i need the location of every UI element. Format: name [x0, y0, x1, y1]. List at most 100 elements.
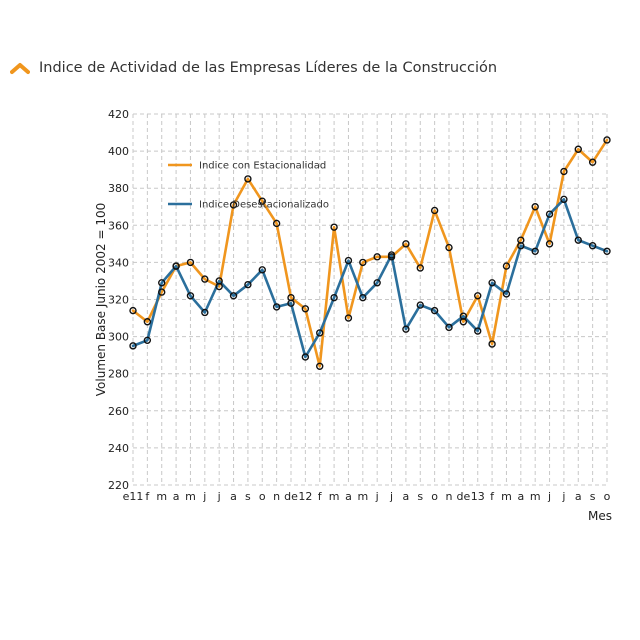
- data-point: [201, 308, 209, 317]
- x-tick-label: j: [217, 490, 221, 503]
- x-axis-label: Mes: [588, 509, 612, 523]
- data-point: [258, 197, 266, 205]
- data-point: [402, 325, 410, 333]
- x-tick-label: a: [517, 490, 524, 503]
- chart-header: Indice de Actividad de las Empresas Líde…: [10, 60, 497, 76]
- data-point: [359, 258, 367, 267]
- data-point: [316, 329, 324, 337]
- data-point: [416, 301, 424, 309]
- chart-title: Indice de Actividad de las Empresas Líde…: [39, 60, 498, 76]
- data-point: [588, 242, 597, 250]
- data-point: [344, 256, 353, 265]
- data-point: [272, 219, 281, 228]
- series-line-2: [131, 198, 609, 359]
- x-tick-label: a: [345, 490, 352, 503]
- y-tick-label: 360: [108, 219, 129, 232]
- data-point: [387, 251, 396, 259]
- data-point: [215, 277, 223, 285]
- data-point: [229, 292, 238, 300]
- data-point: [373, 279, 381, 287]
- x-tick-label: de: [456, 490, 470, 503]
- data-point: [287, 299, 295, 307]
- data-point: [143, 318, 152, 326]
- x-tick-label: f: [145, 490, 150, 503]
- legend-label: Indice con Estacionalidad: [199, 161, 326, 172]
- data-point: [588, 158, 597, 166]
- chevron-up-icon[interactable]: [10, 61, 30, 75]
- data-point: [301, 353, 310, 361]
- data-point: [574, 236, 582, 244]
- x-tick-label: 12: [298, 490, 312, 503]
- x-tick-label: n: [446, 490, 453, 503]
- data-point: [474, 327, 482, 335]
- data-point: [445, 323, 453, 332]
- data-point: [359, 293, 367, 302]
- series-line-1: [131, 138, 609, 368]
- x-tick-label: o: [431, 490, 438, 503]
- x-tick-label: a: [575, 490, 582, 503]
- x-tick-label: s: [245, 490, 251, 503]
- data-point: [129, 342, 137, 350]
- x-tick-label: m: [530, 490, 541, 503]
- y-tick-label: 320: [108, 294, 129, 307]
- data-point: [603, 247, 611, 255]
- x-tick-label: e11: [123, 490, 144, 503]
- data-point: [330, 223, 338, 231]
- x-tick-label: f: [318, 490, 323, 503]
- x-tick-label: j: [375, 490, 379, 503]
- data-point: [430, 206, 439, 215]
- y-axis-label: Volumen Base Junio 2002 = 100: [94, 203, 108, 396]
- data-point: [488, 340, 496, 348]
- x-tick-label: a: [230, 490, 237, 503]
- x-tick-label: m: [357, 490, 368, 503]
- data-point: [488, 279, 496, 287]
- x-tick-label: m: [329, 490, 340, 503]
- y-tick-label: 240: [108, 442, 129, 455]
- x-tick-label: m: [156, 490, 167, 503]
- x-tick-label: f: [490, 490, 495, 503]
- data-point: [272, 303, 281, 311]
- y-tick-label: 340: [108, 256, 129, 269]
- data-point: [531, 203, 539, 211]
- data-point: [201, 275, 209, 283]
- data-point: [229, 201, 238, 209]
- y-tick-label: 380: [108, 182, 129, 195]
- data-point: [143, 336, 152, 345]
- y-tick-label: 420: [108, 108, 129, 121]
- x-tick-label: 13: [471, 490, 485, 503]
- x-tick-label: a: [173, 490, 180, 503]
- data-point: [373, 253, 381, 261]
- data-point: [430, 306, 439, 315]
- data-point: [172, 262, 180, 270]
- x-tick-label: m: [185, 490, 196, 503]
- data-point: [301, 305, 310, 313]
- data-point: [244, 175, 252, 183]
- y-tick-label: 400: [108, 145, 129, 158]
- data-point: [531, 247, 539, 255]
- data-point: [560, 167, 568, 176]
- data-point: [545, 210, 554, 218]
- x-tick-label: o: [604, 490, 611, 503]
- data-point: [158, 288, 166, 296]
- data-point: [603, 136, 611, 144]
- x-tick-label: s: [590, 490, 596, 503]
- data-point: [502, 290, 511, 298]
- data-point: [459, 312, 468, 320]
- data-point: [416, 264, 424, 272]
- data-point: [560, 195, 568, 204]
- x-tick-label: de: [284, 490, 298, 503]
- data-point: [186, 258, 195, 267]
- data-point: [474, 292, 482, 300]
- x-tick-label: a: [403, 490, 410, 503]
- data-point: [158, 279, 166, 287]
- legend: Indice con Estacionalidad Indice Desestac…: [168, 161, 329, 211]
- legend-label: Indice Desestacionalizado: [199, 200, 329, 211]
- y-tick-label: 220: [108, 479, 129, 492]
- data-point: [316, 362, 324, 370]
- data-point: [330, 293, 338, 302]
- x-tick-label: j: [547, 490, 551, 503]
- data-point: [574, 145, 582, 153]
- x-tick-label: n: [273, 490, 280, 503]
- data-point: [129, 306, 137, 315]
